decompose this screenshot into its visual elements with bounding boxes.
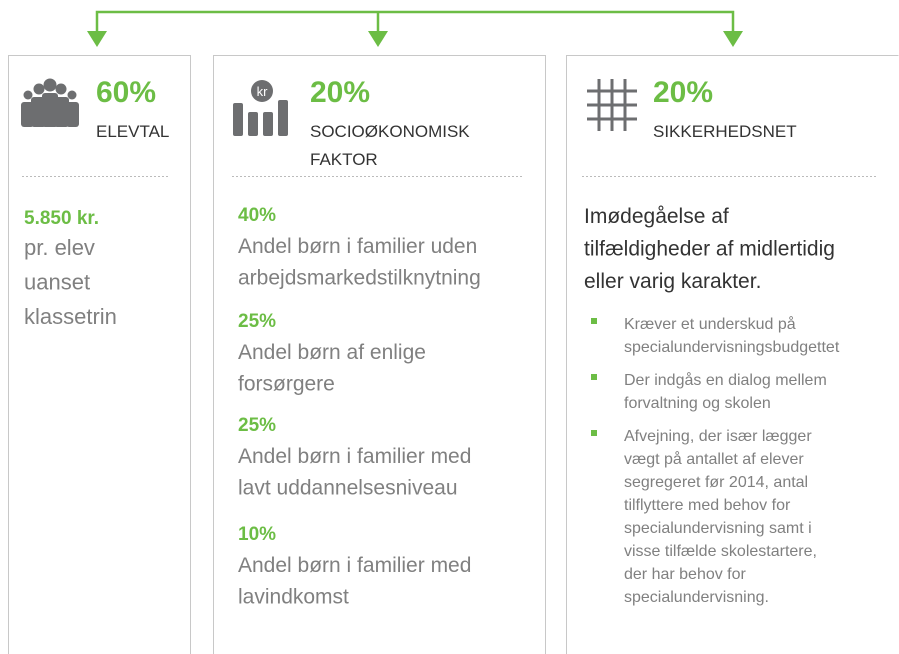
item-percent: 40% — [238, 205, 276, 226]
bullet-text: specialundervisning. — [624, 589, 769, 606]
icon-part — [233, 103, 243, 136]
description-line: eller varig karakter. — [584, 270, 761, 293]
description-line: Imødegåelse af — [584, 205, 729, 228]
description-line: uanset — [24, 270, 90, 295]
item-text: lavt uddannelsesniveau — [238, 477, 458, 500]
item-text: Andel børn i familier med — [238, 554, 471, 577]
item-text: arbejdsmarkedstilknytning — [238, 267, 481, 290]
column-percent: 20% — [653, 76, 713, 109]
description-line: tilfældigheder af midlertidig — [584, 238, 835, 261]
bullet-text: Kræver et underskud på — [624, 315, 796, 333]
bullet-text: vægt på antallet af elever — [624, 450, 804, 468]
box — [566, 55, 899, 654]
bullet-text: segregeret før 2014, antal — [624, 474, 808, 491]
item-percent: 10% — [238, 524, 276, 545]
bullet-marker — [591, 318, 597, 324]
icon-part — [43, 78, 57, 92]
icon-part — [66, 102, 79, 127]
icon-part — [21, 102, 34, 127]
item-text: Andel børn i familier uden — [238, 235, 477, 258]
column-title: SIKKERHEDSNET — [653, 122, 797, 141]
bullet-text: Afvejning, der især lægger — [624, 428, 812, 445]
money-icon — [233, 80, 288, 136]
amount: 5.850 kr. — [24, 208, 99, 229]
item-percent: 25% — [238, 311, 276, 332]
connector — [95, 10, 735, 32]
column-title: SOCIOØKONOMISK — [310, 122, 470, 141]
description-line: pr. elev — [24, 235, 95, 260]
item-text: Andel børn i familier med — [238, 445, 471, 468]
description-line: klassetrin — [24, 304, 117, 329]
boxes — [8, 55, 899, 654]
column-title: ELEVTAL — [96, 122, 169, 141]
bullet-text: visse tilfælde skolestartere, — [624, 543, 817, 560]
icon-part — [278, 100, 288, 136]
icon-part — [55, 83, 67, 95]
icon-part — [42, 93, 58, 127]
box — [8, 55, 191, 654]
bullet-text: forvaltning og skolen — [624, 395, 771, 412]
people-icon — [21, 78, 79, 127]
connector-line — [95, 10, 735, 32]
arrow — [368, 31, 388, 47]
bullet-text: specialundervisningsbudgettet — [624, 339, 840, 356]
column-percent: 60% — [96, 76, 156, 109]
icon-label: kr — [257, 84, 269, 99]
bullet-marker — [591, 430, 597, 436]
icon-part — [263, 112, 273, 136]
box — [213, 55, 546, 654]
arrow — [87, 31, 107, 47]
bullet-text: tilflyttere med behov for — [624, 497, 791, 514]
item-text: lavindkomst — [238, 586, 349, 609]
icon-part — [251, 80, 273, 102]
column-percent: 20% — [310, 76, 370, 109]
bullet-marker — [591, 374, 597, 380]
item-text: forsørgere — [238, 373, 335, 396]
arrows — [87, 31, 743, 47]
arrow — [723, 31, 743, 47]
grid-icon — [587, 79, 637, 131]
icon-part — [248, 112, 258, 136]
icon-part — [33, 83, 45, 95]
column-title: FAKTOR — [310, 150, 378, 169]
icon-part — [67, 90, 77, 100]
item-text: Andel børn af enlige — [238, 341, 426, 364]
bullet-text: Der indgås en dialog mellem — [624, 371, 827, 389]
item-percent: 25% — [238, 415, 276, 436]
bullet-text: der har behov for — [624, 566, 747, 583]
bullet-text: specialundervisning samt i — [624, 520, 812, 537]
icon-part — [23, 90, 33, 100]
